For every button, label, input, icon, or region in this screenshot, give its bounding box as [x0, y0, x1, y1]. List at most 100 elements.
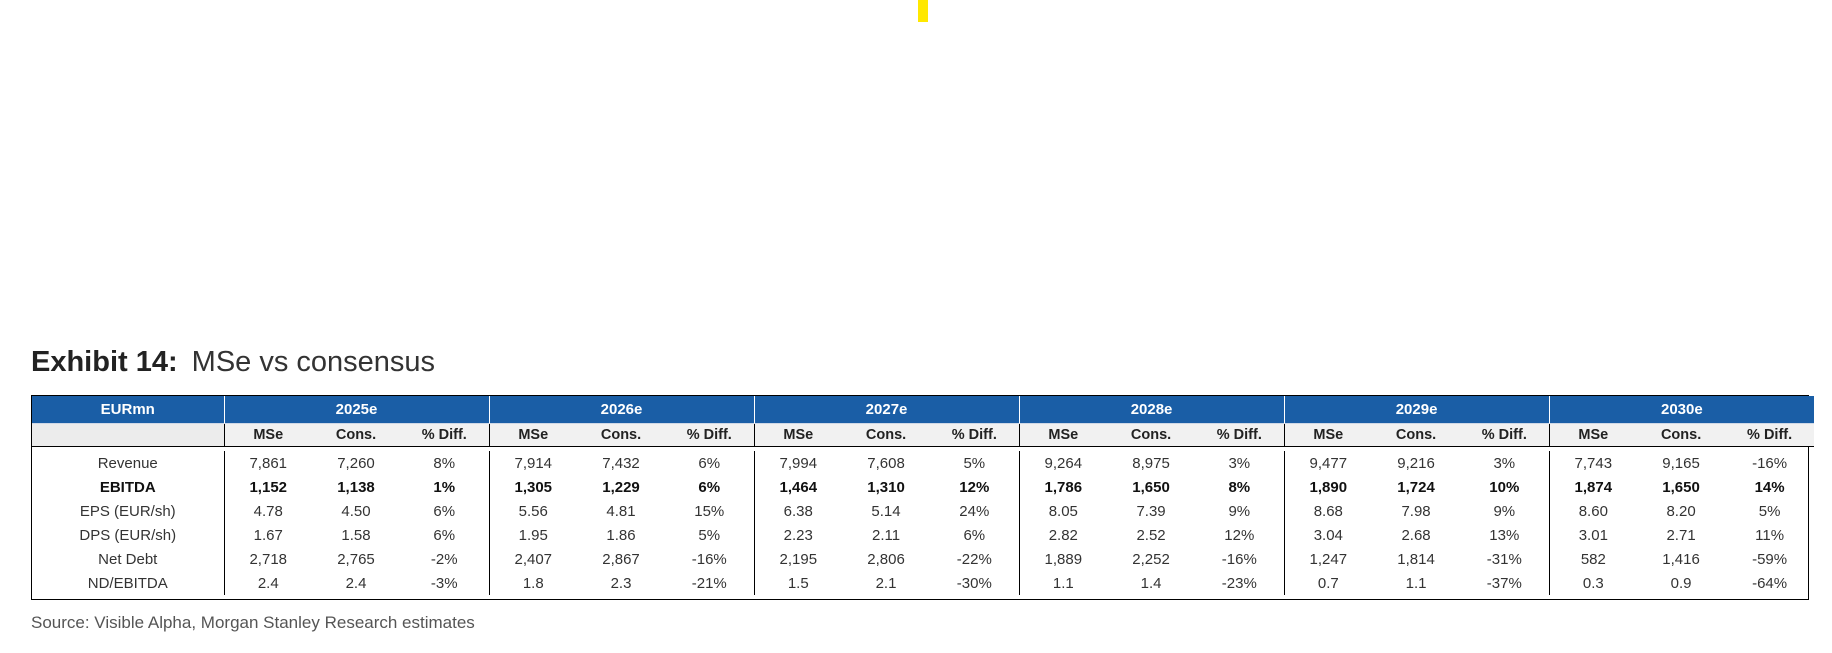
- table-cell: 5%: [1758, 502, 1781, 520]
- table-cell: 9,264: [1044, 454, 1083, 472]
- table-cell: 2.11: [871, 526, 901, 544]
- table-cell: 7,260: [337, 454, 375, 472]
- table-cell: -59%: [1752, 550, 1788, 568]
- table-cell: 7,914: [514, 454, 553, 472]
- table-cell: 7,861: [249, 454, 288, 472]
- table-row: EPS (EUR/sh) 4.78 4.50 6% 5.56 4.81 15% 6.38 5.1…: [32, 499, 1814, 523]
- table-cell: 1.1: [1052, 574, 1074, 592]
- table-cell: 7,432: [602, 454, 640, 472]
- table-cell: 1.8: [522, 574, 544, 592]
- table-cell: 1,889: [1044, 550, 1083, 568]
- table-cell: 2.52: [1136, 526, 1166, 544]
- table-cell: 8%: [400, 451, 490, 475]
- highlight-marker: [918, 0, 928, 22]
- row-label: Revenue: [32, 451, 225, 475]
- table-cell: 12%: [1195, 523, 1285, 547]
- table-cell: -31%: [1460, 547, 1550, 571]
- year-header: 2030e: [1548, 396, 1815, 424]
- table-cell: 7,608: [867, 454, 905, 472]
- table-cell: 13%: [1460, 523, 1550, 547]
- source-note: Source: Visible Alpha, Morgan Stanley Re…: [31, 613, 475, 632]
- year-header-row: EURmn 2025e 2026e 2027e 2028e 2029e 2030e: [32, 396, 1815, 424]
- exhibit-label: Exhibit 14:: [31, 346, 178, 378]
- table-cell: 1.5: [787, 574, 809, 592]
- table-cell: -16%: [1195, 547, 1285, 571]
- table-cell: 1,305: [514, 478, 553, 496]
- subheader-cell: Cons.: [1107, 423, 1196, 447]
- table-cell: -23%: [1195, 571, 1285, 595]
- table-cell: -16%: [665, 547, 755, 571]
- table-cell: -64%: [1752, 574, 1788, 592]
- table-cell: 8.60: [1578, 502, 1608, 520]
- table-row: EBITDA 1,152 1,138 1% 1,305 1,229 6% 1,464 1,310…: [32, 475, 1814, 499]
- table-cell: 1.67: [253, 526, 283, 544]
- table-cell: 12%: [930, 475, 1020, 499]
- subheader-cell: % Diff.: [400, 423, 490, 447]
- table-cell: 2,195: [779, 550, 818, 568]
- table-cell: -22%: [930, 547, 1020, 571]
- table-cell: 2.4: [345, 574, 367, 592]
- table-cell: 3%: [1195, 451, 1285, 475]
- label-column-header: [32, 423, 225, 447]
- table-cell: 1,310: [867, 478, 905, 496]
- table-cell: 5.14: [871, 502, 901, 520]
- subheader-cell: Cons.: [842, 423, 931, 447]
- table-cell: 1.95: [518, 526, 548, 544]
- table-cell: 4.78: [253, 502, 283, 520]
- table-cell: 8.05: [1048, 502, 1078, 520]
- table-cell: 10%: [1460, 475, 1550, 499]
- consensus-table: EURmn 2025e 2026e 2027e 2028e 2029e 2030e MSe C…: [32, 396, 1815, 595]
- table-cell: 6%: [665, 451, 755, 475]
- year-header: 2025e: [223, 396, 490, 424]
- table-cell: 7.39: [1136, 502, 1166, 520]
- table-row: ND/EBITDA 2.4 2.4 -3% 1.8 2.3 -21% 1.5 2.1 -30% 1.…: [32, 571, 1814, 595]
- subheader-cell: MSe: [489, 423, 578, 447]
- table-cell: 3.04: [1313, 526, 1343, 544]
- table-cell: 1,786: [1044, 478, 1083, 496]
- table-cell: 9%: [1460, 499, 1550, 523]
- subheader-cell: Cons.: [1372, 423, 1461, 447]
- table-cell: 6%: [400, 499, 490, 523]
- table-cell: 15%: [665, 499, 755, 523]
- table-cell: 9%: [1195, 499, 1285, 523]
- row-label: EPS (EUR/sh): [32, 499, 225, 523]
- table-cell: 1,650: [1132, 478, 1170, 496]
- table-cell: 5%: [930, 451, 1020, 475]
- table-cell: 4.50: [341, 502, 371, 520]
- subheader-cell: MSe: [1019, 423, 1108, 447]
- table-cell: 2.1: [875, 574, 897, 592]
- table-cell: 2,407: [514, 550, 553, 568]
- table-row: Revenue 7,861 7,260 8% 7,914 7,432 6% 7,994 7,60…: [32, 451, 1814, 475]
- table-cell: 3%: [1460, 451, 1550, 475]
- table-cell: 1%: [400, 475, 490, 499]
- row-label: EBITDA: [32, 475, 225, 499]
- subheader-cell: MSe: [1549, 423, 1638, 447]
- year-header: 2029e: [1283, 396, 1550, 424]
- subheader-cell: Cons.: [577, 423, 666, 447]
- table-cell: 1,890: [1309, 478, 1348, 496]
- table-cell: 5.56: [518, 502, 548, 520]
- table-cell: 8%: [1195, 475, 1285, 499]
- table-cell: 24%: [930, 499, 1020, 523]
- table-cell: 5%: [665, 523, 755, 547]
- table-cell: 6%: [400, 523, 490, 547]
- subheader-cell: % Diff.: [1725, 423, 1815, 447]
- table-cell: -3%: [400, 571, 490, 595]
- table-cell: 1,464: [779, 478, 818, 496]
- table-cell: 2,718: [249, 550, 288, 568]
- table-cell: 2,806: [867, 550, 905, 568]
- table-cell: 8.20: [1666, 502, 1696, 520]
- table-cell: 0.9: [1670, 574, 1692, 592]
- table-cell: 11%: [1755, 526, 1785, 544]
- table-row: Net Debt 2,718 2,765 -2% 2,407 2,867 -16% 2,195…: [32, 547, 1814, 571]
- table-cell: 1,152: [249, 478, 288, 496]
- table-cell: 1.58: [341, 526, 371, 544]
- table-cell: 1.4: [1140, 574, 1162, 592]
- table-cell: 2,765: [337, 550, 375, 568]
- table-cell: 3.01: [1578, 526, 1608, 544]
- table-cell: 2.4: [257, 574, 279, 592]
- table-cell: 0.7: [1317, 574, 1339, 592]
- table-cell: 2.3: [610, 574, 632, 592]
- subheader-cell: Cons.: [1637, 423, 1726, 447]
- table-cell: -30%: [930, 571, 1020, 595]
